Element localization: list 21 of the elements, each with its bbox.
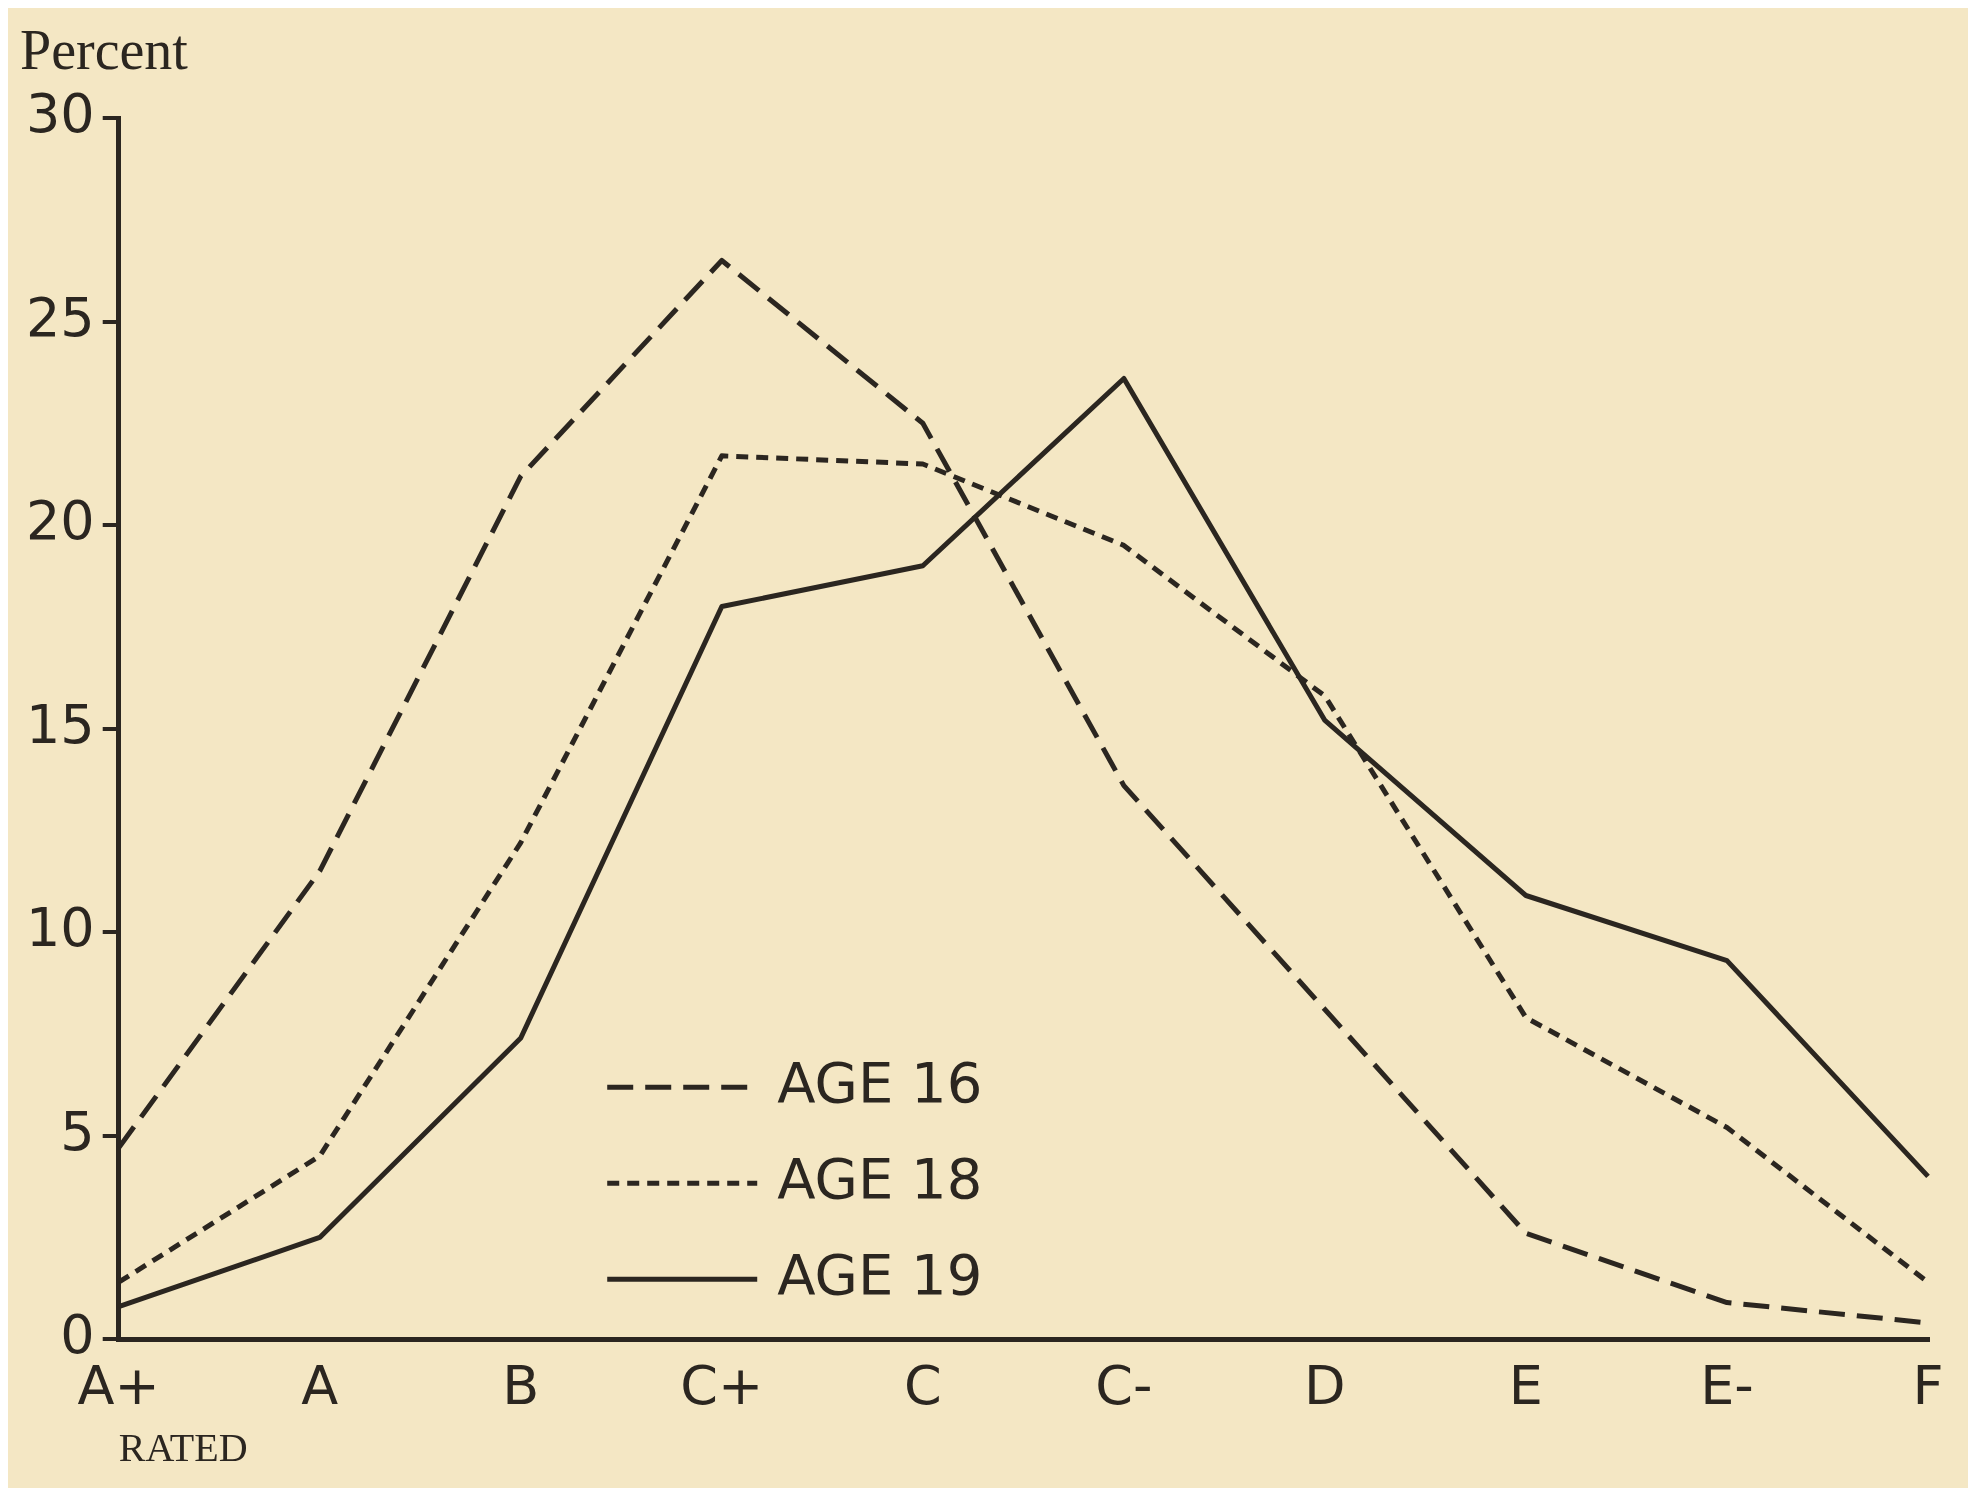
x-tick-label: E- <box>1700 1353 1754 1417</box>
x-tick-label: A+ <box>77 1353 160 1417</box>
x-tick-label: C- <box>1095 1353 1153 1417</box>
x-axis-title: RATED <box>118 1424 248 1470</box>
y-tick-label: 25 <box>25 285 95 349</box>
y-tick-label: 15 <box>25 692 95 756</box>
legend-label: AGE 18 <box>777 1145 983 1211</box>
legend-label: AGE 19 <box>777 1241 983 1307</box>
x-tick-label: E <box>1508 1353 1543 1417</box>
x-tick-label: B <box>502 1353 540 1417</box>
x-tick-label: D <box>1304 1353 1346 1417</box>
y-tick-label: 5 <box>60 1099 95 1163</box>
y-tick-label: 20 <box>25 489 95 553</box>
y-axis-title: Percent <box>20 18 189 81</box>
x-tick-label: C <box>903 1353 942 1417</box>
legend-label: AGE 16 <box>777 1049 983 1115</box>
x-tick-label: A <box>301 1353 339 1417</box>
y-tick-label: 10 <box>25 896 95 960</box>
x-tick-label: F <box>1912 1353 1944 1417</box>
x-tick-label: C+ <box>680 1353 764 1417</box>
y-tick-label: 30 <box>25 82 95 146</box>
